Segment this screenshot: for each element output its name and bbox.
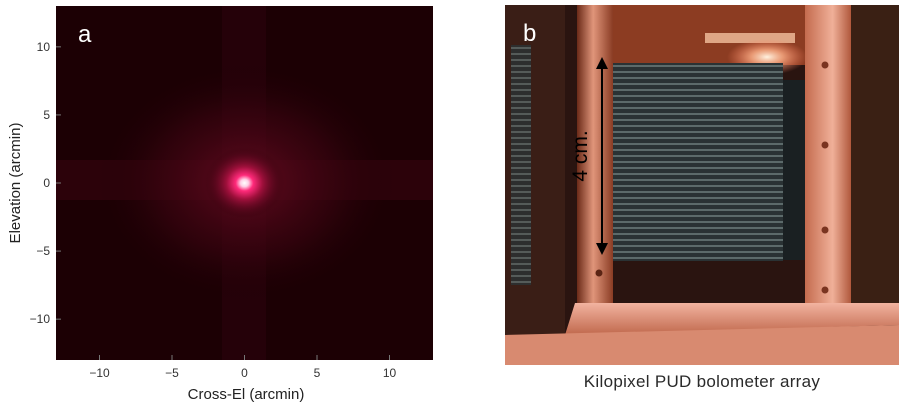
frame-right-shadow: [851, 5, 899, 305]
axes: −10 −5 0 5 10 10 5 0 −5 −10: [30, 40, 397, 380]
x-axis-label: Cross-El (arcmin): [188, 386, 305, 403]
detector-stack: [613, 63, 783, 261]
bolt-icon: [821, 61, 829, 69]
photo-caption: Kilopixel PUD bolometer array: [583, 372, 821, 391]
y-tick-label: 0: [43, 176, 50, 190]
bolometer-photo-panel: 4 cm. b: [505, 5, 899, 406]
left-ribbon-stack: [511, 45, 531, 285]
x-tick-label: −5: [165, 366, 179, 380]
frame-right-post: [805, 5, 851, 325]
x-tick-label: −10: [89, 366, 110, 380]
bolt-icon: [595, 269, 603, 277]
base-plate-front: [505, 325, 899, 365]
panel-label-a: a: [78, 21, 92, 48]
x-tick-label: 0: [241, 366, 248, 380]
heatmap-peak: [204, 147, 285, 219]
bolt-icon: [821, 226, 829, 234]
x-tick-label: 10: [383, 366, 397, 380]
bolt-icon: [821, 141, 829, 149]
bolometer-photo: 4 cm. b: [505, 5, 899, 365]
y-tick-label: −5: [36, 244, 50, 258]
top-reflection: [705, 33, 795, 43]
x-tick-label: 5: [314, 366, 321, 380]
base-plate: [565, 303, 899, 335]
panel-label-b: b: [523, 20, 536, 47]
scale-bar-label: 4 cm.: [569, 130, 592, 181]
beam-map-panel: −10 −5 0 5 10 10 5 0 −5 −10 a Cross-El (arcmin) E…: [0, 0, 440, 406]
y-tick-label: −10: [30, 312, 51, 326]
bolt-icon: [821, 286, 829, 294]
scale-bar: [596, 57, 608, 255]
y-tick-label: 5: [43, 108, 50, 122]
y-axis-label: Elevation (arcmin): [7, 123, 24, 244]
detector-stack-shadow: [783, 80, 809, 260]
y-tick-label: 10: [37, 40, 51, 54]
beam-map-chart: −10 −5 0 5 10 10 5 0 −5 −10 a Cross-El (arcmin) E…: [7, 6, 433, 403]
frame-left-post: [577, 5, 613, 315]
